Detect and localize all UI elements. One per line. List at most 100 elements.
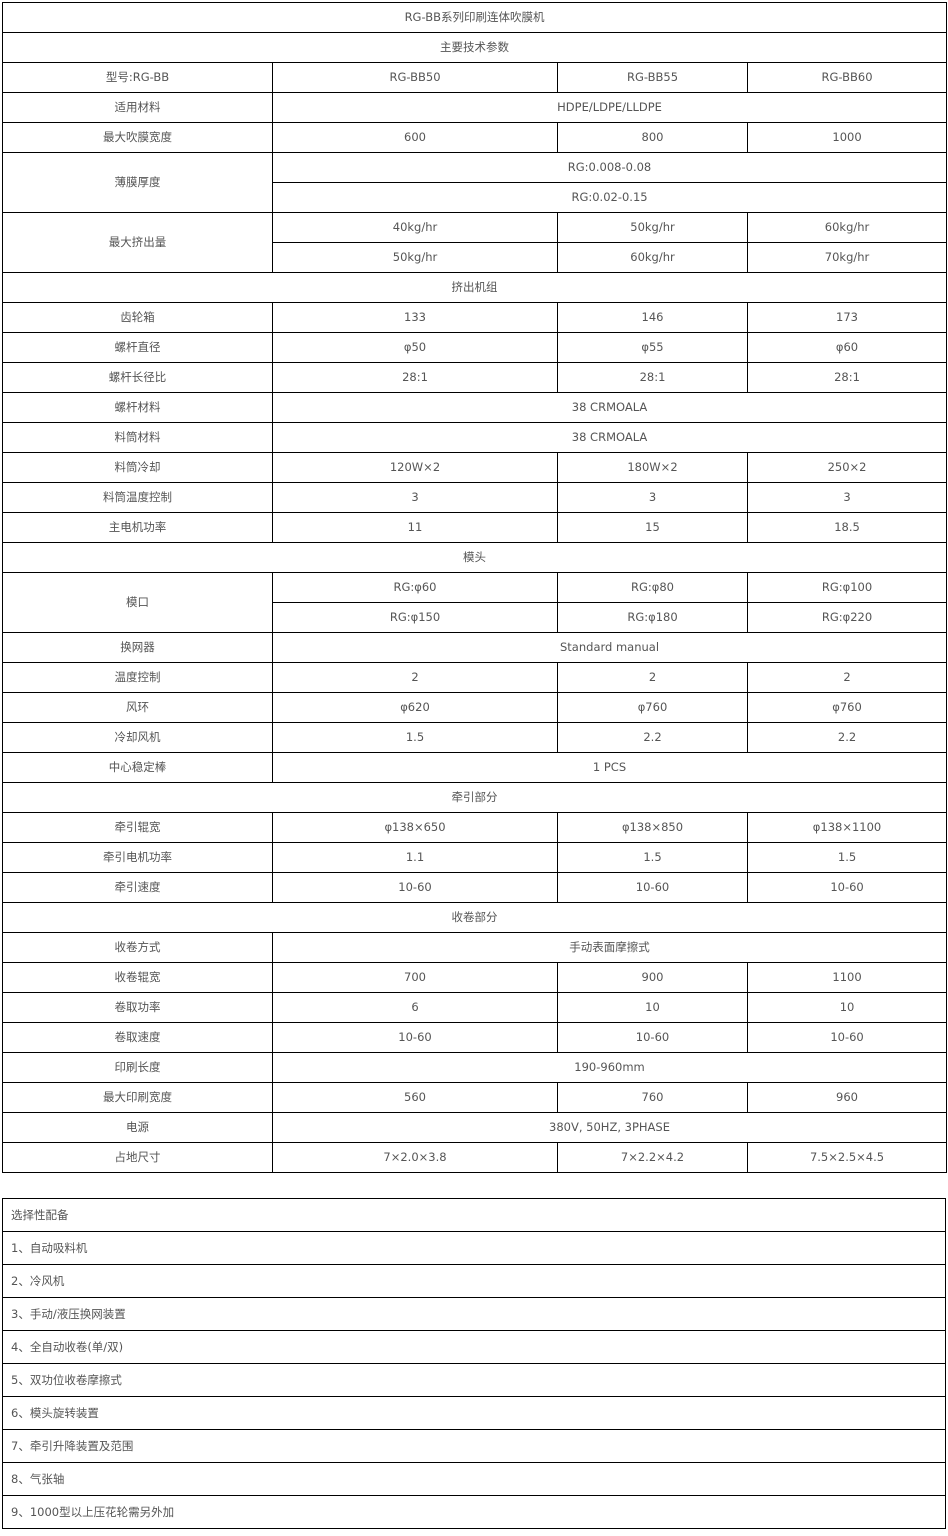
table-row-section-die-head: 模头 <box>1 542 948 573</box>
value-traction-speed-50: 10-60 <box>272 872 558 903</box>
optional-item-6: 6、模头旋转装置 <box>2 1396 946 1430</box>
optional-item-2: 2、冷风机 <box>2 1264 946 1298</box>
value-max-output-r1-60: 60kg/hr <box>746 212 948 243</box>
value-max-print-width-60: 960 <box>746 1082 948 1113</box>
row-label-cooling-fan: 冷却风机 <box>2 722 273 753</box>
value-footprint-55: 7×2.2×4.2 <box>557 1142 748 1173</box>
value-max-print-width-55: 760 <box>557 1082 748 1113</box>
table-row-footprint: 占地尺寸 7×2.0×3.8 7×2.2×4.2 7.5×2.5×4.5 <box>2 1142 948 1173</box>
value-winding-roller-60: 1100 <box>746 962 948 993</box>
row-label-model: 型号:RG-BB <box>2 62 273 93</box>
table-row-screw-material: 螺杆材料 38 CRMOALA <box>2 392 948 423</box>
value-winding-speed-60: 10-60 <box>746 1022 948 1053</box>
value-traction-speed-55: 10-60 <box>557 872 748 903</box>
table-row-temp-control: 温度控制 2 2 2 <box>2 662 948 693</box>
value-winding-roller-55: 900 <box>557 962 748 993</box>
value-screw-material-all: 38 CRMOALA <box>271 392 948 423</box>
value-air-ring-50: φ620 <box>272 692 558 723</box>
value-winding-roller-50: 700 <box>272 962 558 993</box>
table-row-section-traction: 牵引部分 <box>1 782 948 813</box>
table-row-traction-roller: 牵引辊宽 φ138×650 φ138×850 φ138×1100 <box>2 812 948 843</box>
row-label-material: 适用材料 <box>2 92 273 123</box>
value-winding-power-50: 6 <box>272 992 558 1023</box>
value-main-motor-60: 18.5 <box>746 512 948 543</box>
value-temp-control-50: 2 <box>272 662 558 693</box>
table-row-cooling-fan: 冷却风机 1.5 2.2 2.2 <box>2 722 948 753</box>
row-label-screen-changer: 换网器 <box>2 632 273 663</box>
value-main-motor-50: 11 <box>272 512 558 543</box>
row-label-screw-diameter: 螺杆直径 <box>2 332 273 363</box>
table-row-traction-motor: 牵引电机功率 1.1 1.5 1.5 <box>2 842 948 873</box>
list-item: 1、自动吸料机 <box>2 1231 946 1265</box>
optional-equipment-table: 选择性配备 1、自动吸料机 2、冷风机 3、手动/液压换网装置 4、全自动收卷(… <box>2 1198 946 1529</box>
table-row-winding-speed: 卷取速度 10-60 10-60 10-60 <box>2 1022 948 1053</box>
value-film-thickness-line1: RG:0.008-0.08 <box>271 152 948 183</box>
value-temp-control-60: 2 <box>746 662 948 693</box>
value-barrel-temp-60: 3 <box>746 482 948 513</box>
table-row-main-motor: 主电机功率 11 15 18.5 <box>2 512 948 543</box>
section-header-extruder-unit: 挤出机组 <box>1 272 948 303</box>
row-label-print-length: 印刷长度 <box>2 1052 273 1083</box>
value-screw-ld-50: 28:1 <box>272 362 558 393</box>
value-screw-diameter-60: φ60 <box>746 332 948 363</box>
value-gearbox-60: 173 <box>746 302 948 333</box>
value-barrel-cooling-60: 250×2 <box>746 452 948 483</box>
value-max-output-r2-50: 50kg/hr <box>272 242 558 273</box>
row-label-power-supply: 电源 <box>2 1112 273 1143</box>
value-traction-speed-60: 10-60 <box>746 872 948 903</box>
section-header-main-params: 主要技术参数 <box>1 32 948 63</box>
value-die-r1-55: RG:φ80 <box>557 572 748 603</box>
value-die-r2-60: RG:φ220 <box>746 602 948 633</box>
section-header-traction: 牵引部分 <box>1 782 948 813</box>
row-label-air-ring: 风环 <box>2 692 273 723</box>
value-print-length-all: 190-960mm <box>271 1052 948 1083</box>
value-footprint-50: 7×2.0×3.8 <box>272 1142 558 1173</box>
table-row-die-2: RG:φ150 RG:φ180 RG:φ220 <box>3 602 948 633</box>
optional-item-7: 7、牵引升降装置及范围 <box>2 1429 946 1463</box>
table-row-max-output-1: 最大挤出量 40kg/hr 50kg/hr 60kg/hr <box>2 212 948 273</box>
row-label-main-motor: 主电机功率 <box>2 512 273 543</box>
value-max-output-r2-55: 60kg/hr <box>557 242 748 273</box>
value-barrel-temp-55: 3 <box>557 482 748 513</box>
value-winding-speed-50: 10-60 <box>272 1022 558 1053</box>
value-max-output-r2-60: 70kg/hr <box>746 242 948 273</box>
row-label-barrel-cooling: 料筒冷却 <box>2 452 273 483</box>
value-gearbox-55: 146 <box>557 302 748 333</box>
value-max-print-width-50: 560 <box>272 1082 558 1113</box>
value-traction-motor-50: 1.1 <box>272 842 558 873</box>
value-air-ring-55: φ760 <box>557 692 748 723</box>
value-max-output-r1-50: 40kg/hr <box>272 212 558 243</box>
optional-item-1: 1、自动吸料机 <box>2 1231 946 1265</box>
table-row-print-length: 印刷长度 190-960mm <box>2 1052 948 1083</box>
section-header-winding: 收卷部分 <box>1 902 948 933</box>
list-item: 8、气张轴 <box>2 1462 946 1496</box>
table-row-film-thickness-2: RG:0.02-0.15 <box>3 182 948 213</box>
table-row-winding-power: 卷取功率 6 10 10 <box>2 992 948 1023</box>
optional-item-3: 3、手动/液压换网装置 <box>2 1297 946 1331</box>
value-die-r2-55: RG:φ180 <box>557 602 748 633</box>
list-item: 4、全自动收卷(单/双) <box>2 1330 946 1364</box>
list-item: 3、手动/液压换网装置 <box>2 1297 946 1331</box>
value-cooling-fan-50: 1.5 <box>272 722 558 753</box>
row-label-die: 模口 <box>2 572 273 633</box>
value-cooling-fan-55: 2.2 <box>557 722 748 753</box>
optional-item-5: 5、双功位收卷摩擦式 <box>2 1363 946 1397</box>
row-label-winding-roller: 收卷辊宽 <box>2 962 273 993</box>
value-barrel-temp-50: 3 <box>272 482 558 513</box>
model-rgbb55: RG-BB55 <box>557 62 748 93</box>
value-winding-speed-55: 10-60 <box>557 1022 748 1053</box>
row-label-traction-speed: 牵引速度 <box>2 872 273 903</box>
model-rgbb50: RG-BB50 <box>272 62 558 93</box>
value-max-width-50: 600 <box>272 122 558 153</box>
value-die-r2-50: RG:φ150 <box>272 602 558 633</box>
row-label-screw-ld: 螺杆长径比 <box>2 362 273 393</box>
row-label-footprint: 占地尺寸 <box>2 1142 273 1173</box>
table-row-film-thickness-1: 薄膜厚度 RG:0.008-0.08 <box>2 152 948 213</box>
table-row-power-supply: 电源 380V, 50HZ, 3PHASE <box>2 1112 948 1143</box>
list-item: 6、模头旋转装置 <box>2 1396 946 1430</box>
optional-item-8: 8、气张轴 <box>2 1462 946 1496</box>
table-row-model: 型号:RG-BB RG-BB50 RG-BB55 RG-BB60 <box>2 62 948 93</box>
row-label-winding-type: 收卷方式 <box>2 932 273 963</box>
value-main-motor-55: 15 <box>557 512 748 543</box>
